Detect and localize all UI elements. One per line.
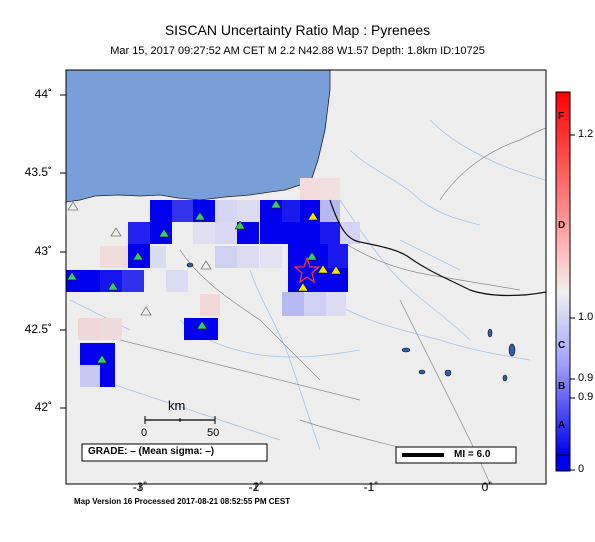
station-inactive-icon <box>200 260 212 270</box>
colorbar-label: 1.2 <box>578 128 594 140</box>
colorbar-letter: D <box>558 220 566 231</box>
lakes <box>186 262 516 382</box>
colorbar-label: 0.9 <box>578 372 594 384</box>
scale-tick-0: 0 <box>141 427 148 439</box>
station-green-icon <box>306 251 318 261</box>
grade-label: GRADE: – (Mean sigma: –) <box>88 446 215 457</box>
mi-label: MI = 6.0 <box>454 449 491 460</box>
map-title: SISCAN Uncertainty Ratio Map : Pyrenees <box>164 22 431 38</box>
station-green-icon <box>158 228 170 238</box>
map-frame <box>65 69 547 485</box>
station-inactive-icon <box>140 306 152 316</box>
epicenter-star-icon <box>293 255 321 284</box>
sea-area <box>66 70 331 203</box>
colorbar-ticks <box>570 134 575 471</box>
colorbar-label: 1.0 <box>578 311 594 323</box>
station-green-icon <box>107 281 119 291</box>
grade-box <box>81 443 268 462</box>
lat-label: 42˚ <box>34 400 52 414</box>
station-green-icon <box>196 320 208 330</box>
event-info: Mar 15, 2017 09:27:52 AM CET M 2.2 N42.8… <box>110 45 485 57</box>
lon-label: -3˚ <box>132 480 148 494</box>
mi-box <box>395 446 517 464</box>
country-border <box>329 199 546 297</box>
colorbar-letter: F <box>558 111 565 122</box>
station-green-icon <box>66 271 78 281</box>
colorbar-label: 0.9 <box>578 391 594 403</box>
lat-label: 42.5˚ <box>24 322 52 336</box>
scale-tick-50: 50 <box>207 427 220 439</box>
stations <box>66 199 342 364</box>
lat-label: 44˚ <box>34 87 52 101</box>
station-yellow-icon <box>330 265 342 275</box>
station-green-icon <box>96 354 108 364</box>
station-inactive-icon <box>67 201 79 211</box>
map-version-footer: Map Version 16 Processed 2017-08-21 08:5… <box>74 497 291 506</box>
axis-ticks <box>60 94 488 490</box>
scale-bar <box>144 416 216 424</box>
colorbar-label: 0 <box>578 463 585 475</box>
station-green-icon <box>132 251 144 261</box>
lon-label: -2˚ <box>248 480 264 494</box>
station-inactive-icon <box>110 227 122 237</box>
colorbar-letter: C <box>558 340 566 351</box>
lat-label: 43.5˚ <box>24 165 52 179</box>
colorbar-letter: A <box>558 420 566 431</box>
colorbar <box>555 91 571 456</box>
rivers <box>69 119 546 451</box>
station-yellow-icon <box>307 211 319 221</box>
station-green-icon <box>270 199 282 209</box>
station-green-icon <box>194 211 206 221</box>
station-green-icon <box>234 220 246 230</box>
lat-label: 43˚ <box>34 244 52 258</box>
colorbar-zero-swatch <box>555 454 571 472</box>
station-yellow-icon <box>317 264 329 274</box>
lon-label: -1˚ <box>363 480 379 494</box>
colorbar-letter: B <box>558 381 566 392</box>
lon-label: 0˚ <box>481 480 493 494</box>
scale-unit: km <box>168 398 186 413</box>
station-yellow-icon <box>297 282 309 292</box>
